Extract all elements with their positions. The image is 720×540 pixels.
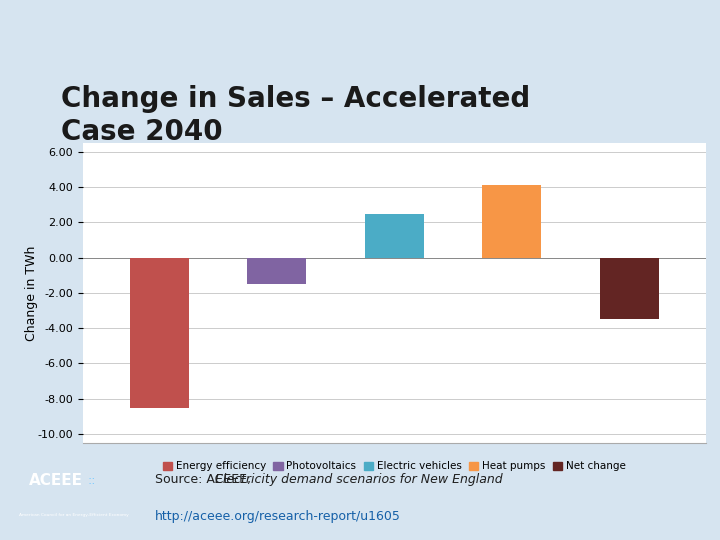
Y-axis label: Change in TWh: Change in TWh [25,245,38,341]
Text: http://aceee.org/research-report/u1605: http://aceee.org/research-report/u1605 [155,510,400,523]
Text: ACEEE: ACEEE [29,474,83,488]
Bar [482,185,541,258]
Text: Change in Sales – Accelerated
Case 2040: Change in Sales – Accelerated Case 2040 [61,85,531,146]
Bar [365,214,423,258]
Text: American Council for an Energy-Efficient Economy: American Council for an Energy-Efficient… [19,514,129,517]
Text: ::: :: [88,475,96,488]
Legend: Energy efficiency, Photovoltaics, Electric vehicles, Heat pumps, Net change: Energy efficiency, Photovoltaics, Electr… [163,462,626,471]
Text: Source: ACEEE,: Source: ACEEE, [155,473,255,486]
Text: Electricity demand scenarios for New England: Electricity demand scenarios for New Eng… [215,473,502,486]
Bar [600,258,659,319]
Bar [130,258,189,408]
Bar [247,258,306,284]
